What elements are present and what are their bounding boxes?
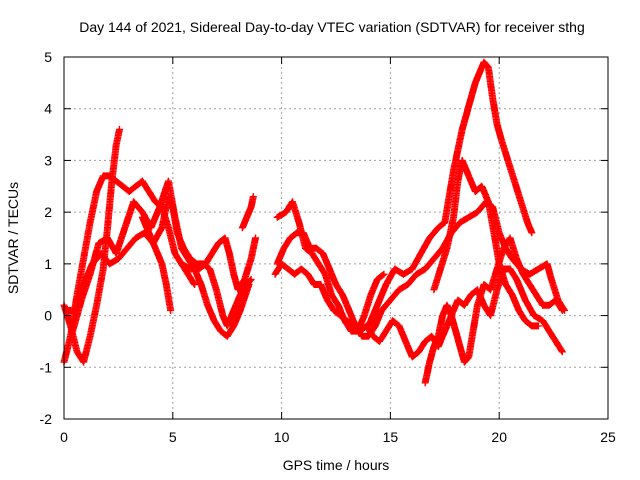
y-tick-label: -2: [40, 411, 53, 427]
series-track-11: [365, 58, 536, 330]
series-track-2: [60, 172, 199, 366]
series-markers: [69, 177, 253, 340]
data-points: [60, 58, 568, 387]
series-markers: [178, 234, 259, 294]
y-tick-label: 3: [44, 152, 52, 168]
series-track-6: [178, 234, 259, 294]
axis-ticks: 0 5 10 15 20 25 -2 -1 0 1 2 3 4 5: [40, 49, 616, 445]
x-tick-label: 10: [274, 429, 290, 445]
series-markers: [430, 156, 542, 330]
series-track-13: [430, 156, 542, 330]
series-markers: [238, 193, 257, 232]
y-tick-label: 2: [44, 204, 52, 220]
series-markers: [60, 172, 199, 366]
x-tick-label: 15: [383, 429, 399, 445]
y-tick-label: -1: [40, 359, 53, 375]
x-axis-label: GPS time / hours: [283, 457, 390, 473]
x-tick-label: 25: [600, 429, 616, 445]
series-markers: [365, 58, 536, 330]
y-tick-label: 1: [44, 256, 52, 272]
series-track-7: [238, 193, 257, 232]
y-tick-label: 4: [44, 101, 52, 117]
series-markers: [273, 198, 568, 340]
y-tick-label: 5: [44, 49, 52, 65]
x-tick-label: 20: [491, 429, 507, 445]
series-track-4: [69, 177, 253, 340]
y-tick-label: 0: [44, 308, 52, 324]
series-track-5: [138, 213, 175, 314]
y-axis-label: SDTVAR / TECUs: [5, 182, 21, 294]
plot-frame: [63, 56, 609, 420]
series-markers: [138, 213, 175, 314]
x-tick-label: 0: [60, 429, 68, 445]
chart-title: Day 144 of 2021, Sidereal Day-to-day VTE…: [79, 19, 585, 35]
series-track-9: [273, 198, 568, 340]
x-tick-label: 5: [169, 429, 177, 445]
